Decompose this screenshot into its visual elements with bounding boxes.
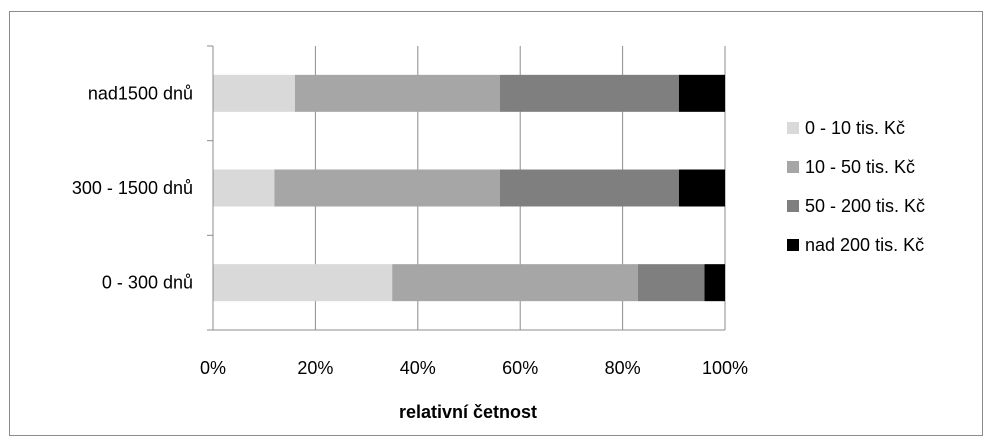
legend: 0 - 10 tis. Kč 10 - 50 tis. Kč 50 - 200 ti… — [787, 118, 925, 255]
bar-segment — [678, 169, 725, 207]
x-tick-label: 0% — [200, 358, 226, 378]
bar-segment — [704, 264, 725, 302]
legend-label: 0 - 10 tis. Kč — [805, 118, 905, 138]
x-tick-label: 20% — [297, 358, 333, 378]
legend-swatch — [787, 161, 799, 173]
bar-segment — [294, 74, 500, 112]
x-axis-title: relativní četnost — [399, 402, 537, 422]
x-tick-label: 80% — [605, 358, 641, 378]
bar-segment — [213, 169, 275, 207]
legend-swatch — [787, 200, 799, 212]
legend-label: 50 - 200 tis. Kč — [805, 196, 925, 216]
bar-segment — [678, 74, 725, 112]
legend-label: nad 200 tis. Kč — [805, 235, 924, 255]
legend-swatch — [787, 122, 799, 134]
bar-segment — [499, 74, 679, 112]
bar-segment — [213, 264, 393, 302]
bar-segment — [392, 264, 638, 302]
category-labels: 0 - 300 dnů 300 - 1500 dnů nad1500 dnů — [72, 83, 193, 292]
category-label: 0 - 300 dnů — [102, 273, 193, 293]
bar-segment — [213, 74, 295, 112]
x-tick-label: 100% — [702, 358, 748, 378]
x-tick-label: 40% — [400, 358, 436, 378]
legend-label: 10 - 50 tis. Kč — [805, 157, 915, 177]
legend-swatch — [787, 239, 799, 251]
bar-segment — [274, 169, 500, 207]
bars-group — [213, 74, 725, 302]
bar-segment — [499, 169, 679, 207]
x-tick-label: 60% — [502, 358, 538, 378]
category-label: nad1500 dnů — [88, 83, 193, 103]
category-label: 300 - 1500 dnů — [72, 178, 193, 198]
bar-segment — [637, 264, 705, 302]
axes — [207, 45, 725, 331]
x-tick-labels: 0% 20% 40% 60% 80% 100% — [200, 358, 748, 378]
